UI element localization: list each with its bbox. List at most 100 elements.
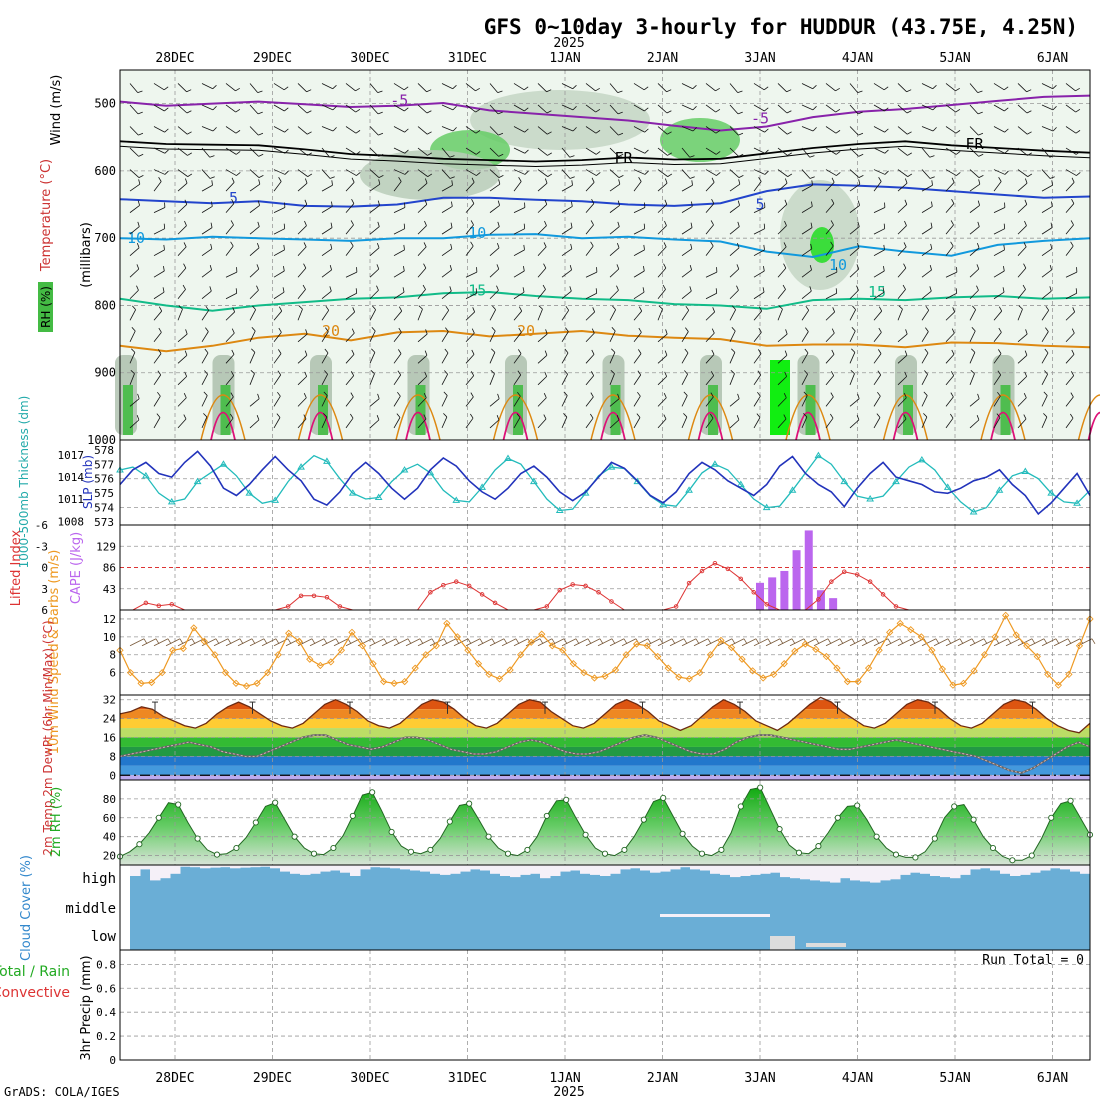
wind-barb-flag bbox=[183, 414, 187, 420]
wind-barb bbox=[705, 396, 714, 407]
wind-barb-10m bbox=[261, 638, 277, 647]
wind-barb bbox=[753, 104, 765, 112]
wind-barb bbox=[729, 183, 741, 192]
wind-barb bbox=[153, 207, 166, 213]
wind-speed-marker bbox=[147, 678, 156, 687]
wind-speed-marker bbox=[169, 646, 177, 654]
wind-barb-10m bbox=[885, 638, 901, 647]
wind-barb bbox=[705, 104, 716, 113]
wind-barb bbox=[1017, 225, 1027, 235]
wind-barb-flag bbox=[690, 243, 693, 249]
wind-barb-flag bbox=[451, 180, 453, 186]
wind-barb bbox=[753, 291, 765, 300]
wind-barb bbox=[729, 309, 736, 321]
cloud-high-gap bbox=[430, 865, 441, 874]
wind-barb bbox=[393, 353, 402, 364]
wind-barb-flag bbox=[544, 199, 548, 205]
wind-speed-marker bbox=[126, 668, 135, 677]
wind-barb bbox=[609, 205, 620, 213]
wind-barb bbox=[273, 395, 281, 407]
lifted-index-marker bbox=[479, 592, 485, 597]
cloud-high-gap bbox=[600, 865, 611, 876]
cape-tick-label: 129 bbox=[96, 540, 116, 553]
wind-barb-flag bbox=[138, 179, 141, 185]
wind-barb-10m-flag bbox=[467, 638, 472, 644]
wind-barb-flag bbox=[256, 242, 260, 248]
wind-barb-flag bbox=[470, 413, 474, 419]
rh-marker bbox=[524, 846, 531, 853]
wind-barb bbox=[825, 417, 834, 429]
wind-barb-flag bbox=[332, 127, 337, 132]
isotherm-30-arch bbox=[697, 411, 724, 441]
wind-barb bbox=[969, 419, 980, 429]
wind-barb-flag bbox=[667, 173, 673, 177]
wind-barb bbox=[369, 373, 375, 385]
wind-barb-flag bbox=[258, 132, 264, 136]
wind-barb bbox=[801, 147, 811, 158]
wind-barb bbox=[969, 398, 980, 407]
wind-barb-flag bbox=[402, 287, 405, 293]
wind-barb-flag bbox=[522, 287, 525, 293]
wind-barb-flag bbox=[830, 392, 834, 398]
wind-barb bbox=[297, 246, 307, 256]
wind-barb-flag bbox=[1051, 180, 1053, 186]
wind-barb-flag bbox=[1043, 391, 1048, 396]
isotherm-label: 10 bbox=[468, 224, 486, 242]
wind-barb-flag bbox=[445, 305, 450, 311]
wind-barb-10m bbox=[969, 638, 985, 647]
wind-barb bbox=[441, 395, 448, 407]
wind-barb-flag bbox=[904, 178, 908, 184]
wind-ylabel: 10m Wind Speed & Barbs (m/s) bbox=[47, 550, 62, 755]
wind-barb bbox=[609, 330, 616, 342]
wind-barb-flag bbox=[1070, 371, 1075, 376]
rh-marker bbox=[873, 833, 880, 840]
wind-barb-10m-flag bbox=[191, 638, 196, 644]
wind-barb-10m bbox=[1053, 638, 1069, 647]
wind-barb bbox=[561, 352, 569, 364]
wind-barb bbox=[129, 373, 135, 385]
wind-barb bbox=[873, 417, 881, 429]
wind-barb-flag bbox=[616, 415, 620, 421]
precip-tick-label: 0.6 bbox=[96, 982, 116, 995]
date-label-top: 4JAN bbox=[842, 51, 873, 66]
wind-barb-flag bbox=[1018, 305, 1023, 310]
wind-barb-flag bbox=[235, 108, 241, 113]
wind-barb-10m bbox=[825, 638, 841, 647]
wind-speed-marker bbox=[390, 679, 398, 688]
wind-barb bbox=[897, 83, 907, 93]
wind-barb-flag bbox=[616, 242, 620, 248]
wind-barb bbox=[921, 184, 933, 192]
cloud-high-gap bbox=[290, 865, 301, 874]
wind-barb-flag bbox=[1049, 286, 1052, 292]
wind-barb bbox=[321, 126, 334, 132]
wind-barb-flag bbox=[929, 176, 935, 179]
wind-barb bbox=[681, 248, 693, 257]
wind-barb-flag bbox=[907, 152, 912, 156]
thickness-marker bbox=[555, 506, 564, 514]
wind-barb-flag bbox=[130, 369, 135, 375]
wind-barb-flag bbox=[1050, 222, 1053, 228]
wind-speed-marker bbox=[991, 633, 999, 641]
rh-marker bbox=[233, 844, 240, 852]
wind-barb bbox=[177, 376, 187, 386]
wind-barb-flag bbox=[377, 393, 380, 399]
wind-barb bbox=[153, 181, 162, 192]
cloud-fill bbox=[130, 865, 1090, 950]
wind-barb bbox=[153, 310, 163, 321]
wind-barb bbox=[177, 225, 187, 235]
rh-humid-zone bbox=[470, 90, 650, 150]
wind-barb bbox=[249, 268, 260, 278]
wind-speed-marker bbox=[221, 668, 230, 677]
temp-color-band bbox=[120, 746, 1090, 757]
wind-barb-flag bbox=[396, 413, 401, 418]
wind-barb-flag bbox=[569, 265, 572, 271]
wind-barb-flag bbox=[972, 305, 976, 310]
wind-speed-marker bbox=[506, 666, 514, 674]
lifted-index-marker bbox=[557, 587, 562, 593]
wind-barb bbox=[801, 395, 808, 407]
wind-barb-10m-flag bbox=[779, 638, 784, 644]
isotherm-label: 20 bbox=[322, 322, 340, 340]
wind-barb bbox=[1041, 169, 1051, 179]
wind-barb-flag bbox=[231, 328, 235, 334]
wind-speed-marker bbox=[770, 670, 778, 679]
